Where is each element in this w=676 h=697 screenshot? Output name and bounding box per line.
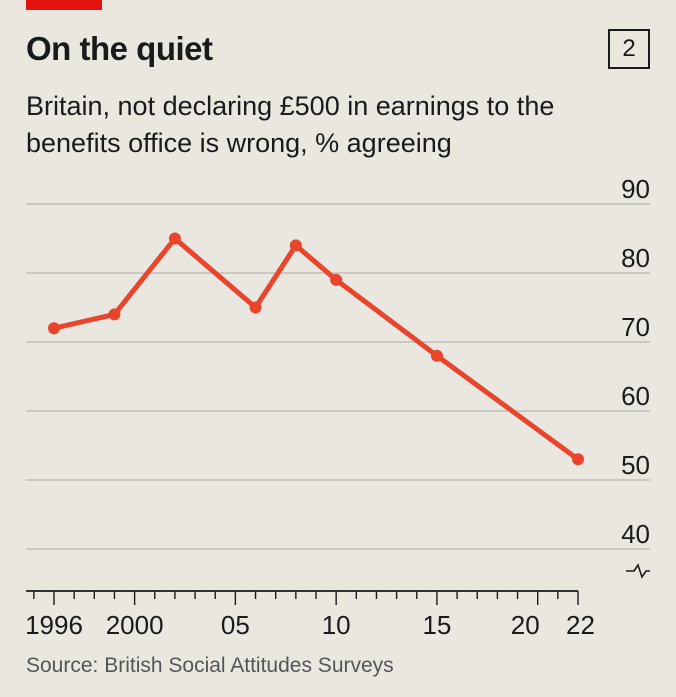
y-tick-label: 40 <box>621 519 650 549</box>
x-tick-label: 15 <box>422 610 451 640</box>
chart-subtitle: Britain, not declaring £500 in earnings … <box>26 91 555 158</box>
chart-number-badge: 2 <box>608 29 650 69</box>
data-point <box>108 308 121 321</box>
data-point <box>572 453 584 466</box>
x-tick-label: 20 <box>511 610 540 640</box>
axis-break-icon <box>626 563 650 579</box>
brand-accent-bar <box>26 0 102 10</box>
x-tick-label: 2000 <box>106 610 164 640</box>
data-point <box>48 322 60 335</box>
x-tick-label: 22 <box>566 610 595 640</box>
data-point <box>249 301 262 314</box>
data-point <box>289 239 302 252</box>
x-tick-label: 05 <box>221 610 250 640</box>
chart-title: On the quiet <box>26 30 213 67</box>
series-line <box>51 236 581 462</box>
y-tick-label: 90 <box>621 174 650 204</box>
data-point <box>330 273 343 286</box>
data-point <box>430 349 443 362</box>
y-tick-label: 80 <box>621 243 650 273</box>
x-tick-label: 10 <box>322 610 351 640</box>
x-tick-label: 1996 <box>25 610 83 640</box>
source-note: Source: British Social Attitudes Surveys <box>26 654 394 677</box>
y-tick-label: 60 <box>621 381 650 411</box>
data-point <box>168 232 181 245</box>
y-tick-label: 50 <box>621 450 650 480</box>
y-tick-label: 70 <box>621 312 650 342</box>
